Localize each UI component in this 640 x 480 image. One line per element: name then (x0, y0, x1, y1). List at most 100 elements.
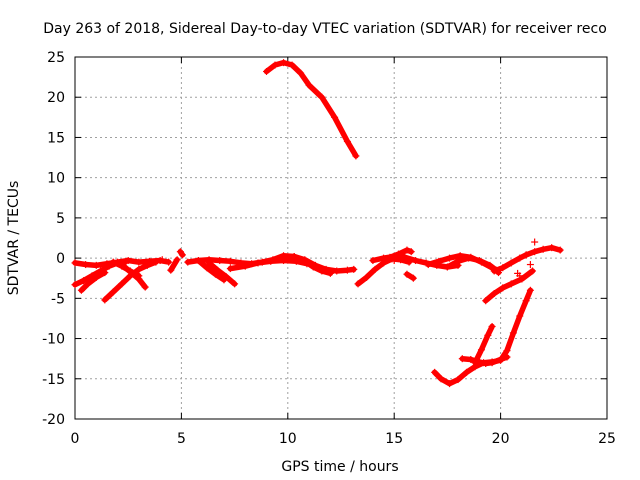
series-line (482, 268, 536, 304)
series-line (110, 259, 142, 279)
data-point (331, 113, 339, 121)
plot-frame (74, 56, 608, 420)
data-point (231, 280, 239, 288)
data-point (507, 280, 515, 288)
data-point (350, 265, 358, 273)
data-point (526, 261, 534, 269)
y-tick-label: -10 (42, 332, 65, 348)
data-point (354, 280, 362, 288)
x-axis-label: GPS time / hours (281, 459, 398, 475)
data-point (222, 273, 230, 281)
x-tick-label: 0 (71, 431, 80, 447)
series-line (206, 260, 238, 287)
series-line (78, 269, 108, 294)
data-point (409, 274, 417, 282)
series-arc-10 (194, 257, 228, 284)
data-point (158, 256, 166, 264)
series-line (195, 257, 227, 283)
chart-title: Day 263 of 2018, Sidereal Day-to-day VTE… (43, 21, 607, 37)
data-point (431, 368, 439, 376)
series-arc-21 (522, 244, 564, 259)
data-point (135, 258, 143, 266)
data-point (380, 254, 388, 262)
data-point (531, 248, 539, 256)
data-point (424, 261, 432, 269)
data-point (488, 359, 496, 367)
data-point (548, 244, 556, 252)
series-arc-23 (431, 286, 534, 388)
data-point (471, 359, 479, 367)
series-arc-7 (167, 256, 181, 274)
series-line (263, 59, 359, 159)
y-tick-label: -20 (42, 412, 65, 428)
data-point (522, 297, 530, 305)
data-point (363, 273, 371, 281)
data-series (71, 59, 564, 388)
grid (75, 57, 607, 419)
x-tick-label: 25 (598, 431, 616, 447)
data-point (82, 261, 90, 269)
data-point (288, 61, 296, 69)
data-point (482, 359, 490, 367)
data-point (516, 254, 524, 262)
data-point (101, 296, 109, 304)
data-point (484, 331, 492, 339)
data-point (71, 281, 79, 289)
data-point (458, 355, 466, 363)
data-point (165, 258, 173, 266)
data-point (184, 258, 192, 266)
data-point (214, 266, 222, 274)
data-point (490, 290, 498, 298)
x-tick-label: 10 (279, 431, 297, 447)
data-point (271, 61, 279, 69)
series-arc-3 (77, 269, 109, 294)
y-tick-label: 25 (47, 50, 65, 66)
data-point (92, 273, 100, 281)
data-point (386, 253, 394, 261)
data-point (216, 257, 224, 265)
data-point (490, 267, 498, 275)
x-tick-label: 5 (177, 431, 186, 447)
series-arc-11 (205, 259, 239, 288)
data-point (297, 69, 305, 77)
data-point (254, 259, 262, 267)
data-point (118, 280, 126, 288)
data-point (503, 347, 511, 355)
series-arc-24 (458, 353, 511, 367)
data-point (507, 259, 515, 267)
data-point (92, 261, 100, 269)
data-point (499, 264, 507, 272)
data-point (497, 355, 505, 363)
data-point (263, 67, 271, 75)
data-point (309, 263, 317, 271)
data-point (178, 251, 186, 259)
data-point (526, 286, 534, 294)
data-point (80, 277, 88, 285)
data-point (369, 257, 377, 265)
data-point (173, 256, 181, 264)
series-isolated-points (158, 238, 539, 280)
series-arc-16 (386, 246, 415, 261)
data-point (167, 266, 175, 274)
data-point (343, 266, 351, 274)
y-tick-label: 15 (47, 130, 65, 146)
data-point (105, 262, 113, 270)
data-point (403, 270, 411, 278)
data-point (318, 93, 326, 101)
data-point (477, 346, 485, 354)
series-arc-13 (290, 253, 334, 277)
x-tick-label: 20 (492, 431, 510, 447)
data-point (403, 246, 411, 254)
data-point (333, 267, 341, 275)
data-point (556, 246, 564, 254)
series-line (168, 256, 180, 273)
data-point (280, 257, 288, 265)
data-point (109, 288, 117, 296)
data-point (205, 259, 213, 267)
y-tick-label: -15 (42, 372, 65, 388)
data-point (143, 261, 151, 269)
data-point (343, 137, 351, 145)
series-arc-8 (176, 248, 186, 259)
series-arc-22 (482, 267, 537, 305)
